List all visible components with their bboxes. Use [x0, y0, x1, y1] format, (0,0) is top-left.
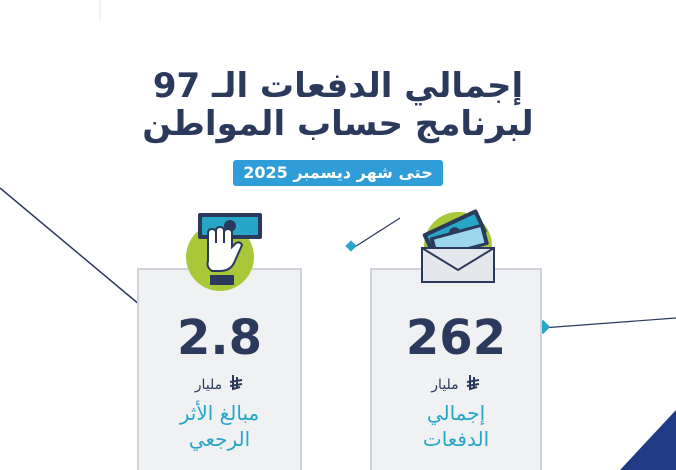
- hand-cash-icon: [180, 205, 270, 295]
- card-label-line2: الرجعي: [188, 427, 251, 451]
- page-title-line1: إجمالي الدفعات الـ 97: [152, 66, 524, 106]
- card-label-line1: مبالغ الأثر: [179, 401, 260, 425]
- riyal-icon: [228, 374, 244, 396]
- page-title-line2: لبرنامج حساب المواطن: [142, 104, 534, 144]
- envelope-cash-icon: [410, 200, 505, 290]
- date-badge: حتى شهر ديسمبر 2025: [233, 160, 443, 186]
- card-unit: مليار: [372, 374, 540, 396]
- total-payments-card: 262 مليار إجمالي الدفعات: [370, 268, 542, 470]
- card-label-line2: الدفعات: [422, 427, 490, 451]
- card-value: 262: [405, 310, 507, 366]
- retroactive-amounts-card: 2.8 مليار مبالغ الأثر الرجعي: [137, 268, 302, 470]
- card-value: 2.8: [176, 310, 263, 366]
- card-label-line1: إجمالي: [426, 401, 486, 425]
- riyal-icon: [465, 374, 481, 396]
- card-unit: مليار: [139, 374, 300, 396]
